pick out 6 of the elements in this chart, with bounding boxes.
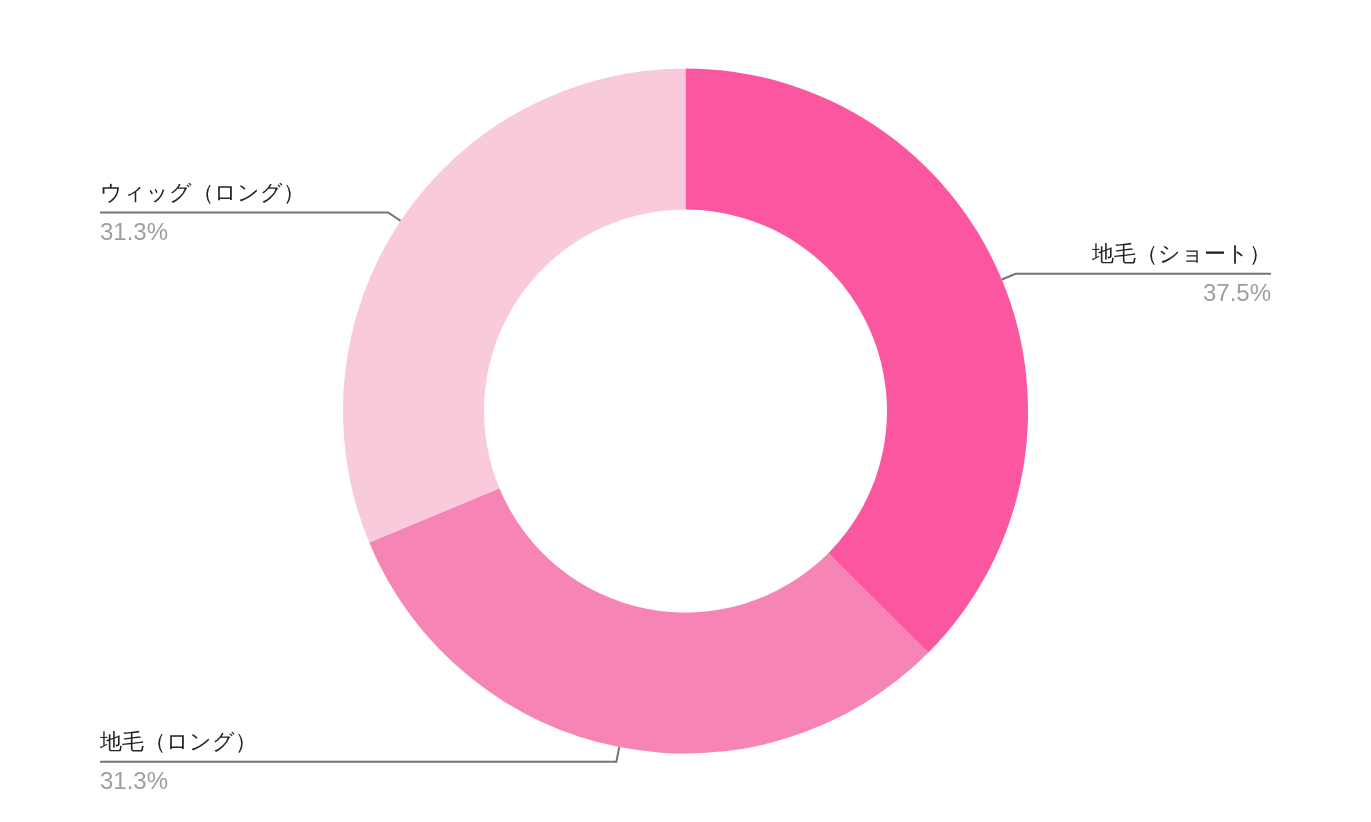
slice-label: 地毛（ショート） bbox=[1091, 241, 1271, 267]
slice-label: 地毛（ロング） bbox=[99, 729, 257, 755]
data-label: 31.3% bbox=[100, 767, 169, 795]
slice-label: ウィッグ（ロング） bbox=[100, 180, 305, 206]
data-label: 31.3% bbox=[100, 218, 169, 246]
data-label: 37.5% bbox=[1202, 279, 1271, 307]
